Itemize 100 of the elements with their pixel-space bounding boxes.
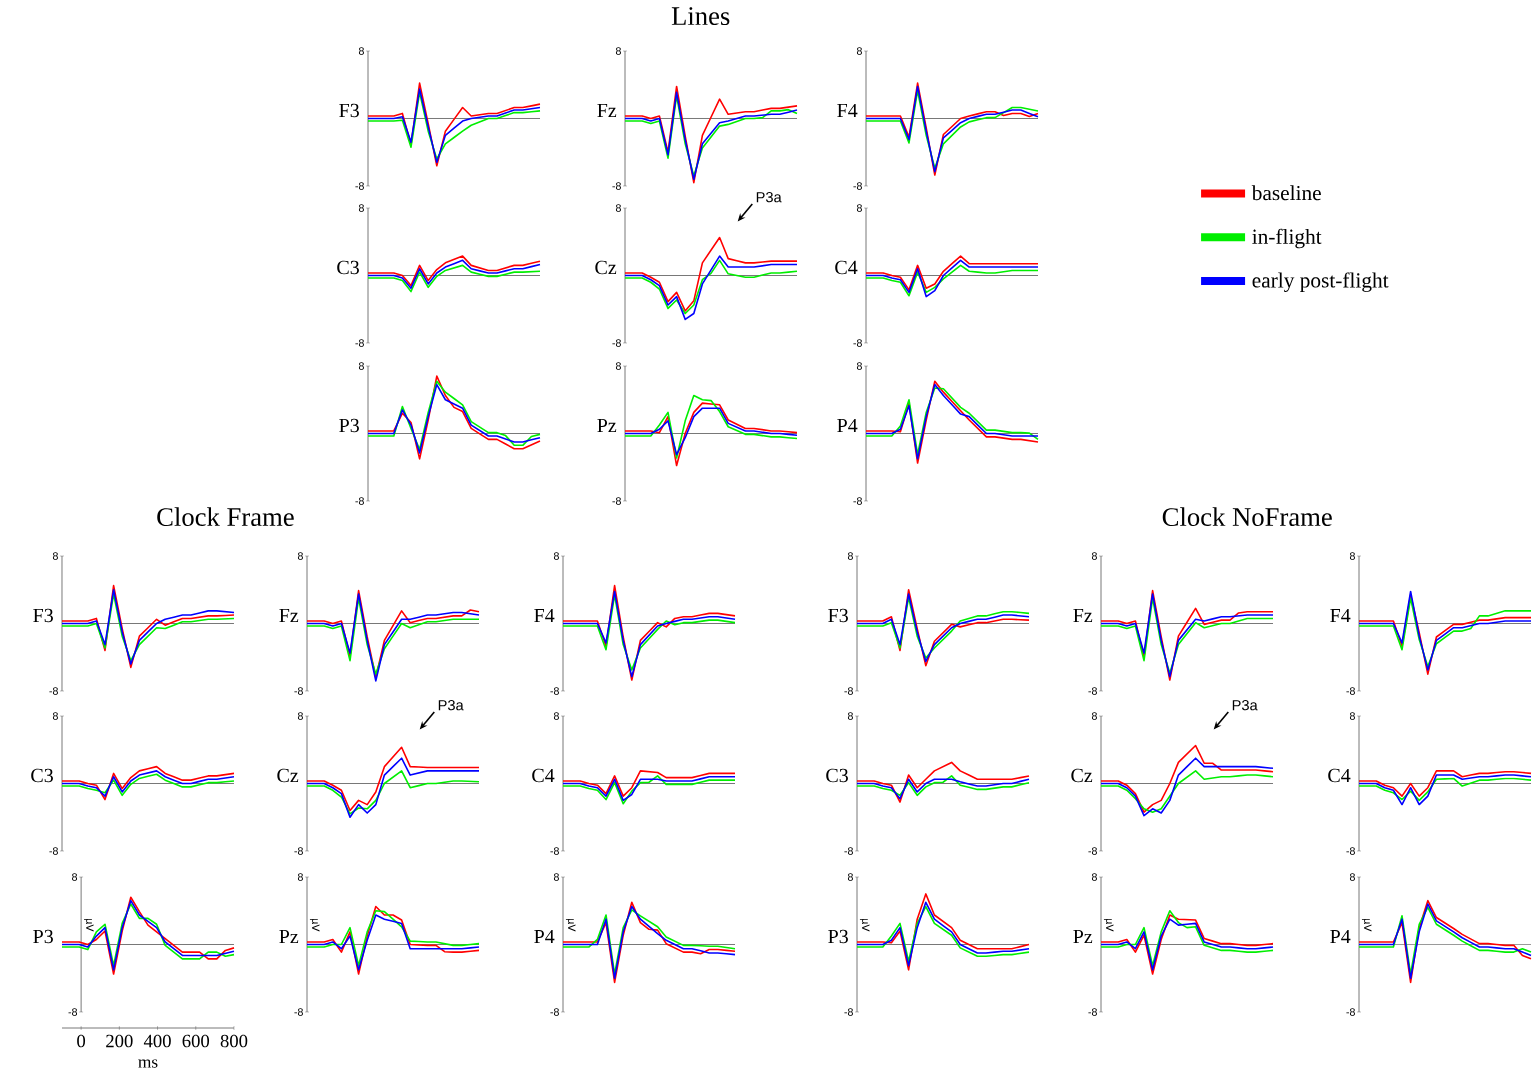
y-tick-label: -8 (844, 847, 853, 855)
y-tick-label: -8 (853, 497, 862, 505)
x-tick-label: 800 (220, 1034, 248, 1048)
legend-label: baseline (1251, 185, 1321, 201)
y-tick-label: 8 (847, 873, 853, 881)
y-tick-label: 8 (847, 552, 853, 560)
y-tick-label: 8 (1091, 552, 1097, 560)
text: Cz (1071, 768, 1093, 783)
text: C3 (337, 260, 359, 275)
y-tick-label: 8 (297, 552, 303, 560)
y-tick-label: -8 (844, 1008, 853, 1016)
y-tick-label: 8 (1349, 712, 1355, 720)
y-tick-label: -8 (1346, 687, 1355, 695)
text: F3 (828, 608, 848, 623)
y-tick-label: -8 (355, 182, 364, 190)
y-axis-title: µV (1361, 918, 1372, 932)
y-tick-label: 8 (358, 204, 364, 212)
text: Pz (279, 929, 299, 944)
y-tick-label: -8 (1088, 687, 1097, 695)
y-axis-title: µV (565, 918, 576, 932)
y-tick-label: 8 (297, 873, 303, 881)
y-tick-label: -8 (355, 497, 364, 505)
text: P3a (1232, 699, 1258, 711)
y-tick-label: 8 (72, 873, 78, 881)
text: C3 (826, 768, 848, 783)
y-tick-label: -8 (294, 687, 303, 695)
y-tick-label: -8 (612, 497, 621, 505)
text: P3 (33, 929, 53, 944)
text: P3 (339, 418, 359, 433)
text: F4 (534, 608, 555, 623)
y-tick-label: -8 (355, 339, 364, 347)
text: C4 (1328, 768, 1351, 783)
y-tick-label: 8 (1091, 873, 1097, 881)
text: Cz (595, 260, 617, 275)
x-tick-label: 200 (106, 1034, 133, 1048)
y-tick-label: 8 (297, 712, 303, 720)
x-tick-label: 600 (182, 1034, 210, 1048)
y-tick-label: 8 (553, 712, 559, 720)
text: C4 (532, 768, 555, 783)
y-tick-label: -8 (1088, 1008, 1097, 1016)
y-tick-label: -8 (294, 1008, 303, 1016)
y-tick-label: 8 (1091, 712, 1097, 720)
legend-label: in-flight (1252, 228, 1322, 249)
text: P4 (1330, 929, 1351, 944)
text: F3 (339, 103, 359, 118)
y-tick-label: 8 (847, 712, 853, 720)
y-tick-label: -8 (1346, 847, 1355, 855)
y-tick-label: 8 (553, 552, 559, 560)
y-tick-label: 8 (52, 712, 58, 720)
y-tick-label: -8 (294, 847, 303, 855)
legend-label: early post-flight (1252, 272, 1389, 292)
y-tick-label: 8 (856, 204, 862, 212)
y-tick-label: -8 (49, 687, 58, 695)
y-tick-label: 8 (553, 873, 559, 881)
text: Fz (597, 103, 617, 118)
y-tick-label: -8 (853, 182, 862, 190)
text: Pz (1073, 929, 1093, 944)
y-tick-label: -8 (550, 847, 559, 855)
y-tick-label: -8 (550, 687, 559, 695)
y-tick-label: 8 (615, 362, 621, 370)
y-axis-title: µV (309, 918, 320, 932)
y-tick-label: 8 (52, 552, 58, 560)
text: F4 (1330, 608, 1351, 623)
y-tick-label: -8 (1346, 1008, 1355, 1016)
y-tick-label: -8 (49, 847, 58, 855)
text: Pz (597, 418, 617, 433)
y-tick-label: 8 (1349, 873, 1355, 881)
y-tick-label: -8 (68, 1008, 78, 1016)
y-tick-label: 8 (856, 362, 862, 370)
text: F3 (33, 608, 53, 623)
y-axis-title: µV (84, 918, 94, 932)
y-axis-title: µV (1103, 918, 1114, 932)
y-tick-label: -8 (844, 687, 853, 695)
y-axis-title: µV (859, 918, 870, 932)
x-tick-label: 0 (77, 1034, 86, 1048)
y-tick-label: 8 (1349, 552, 1355, 560)
x-tick-label: 400 (143, 1034, 171, 1048)
x-axis-title: ms (138, 1059, 158, 1068)
y-tick-label: 8 (615, 204, 621, 212)
y-tick-label: -8 (612, 182, 621, 190)
text: Lines (671, 7, 730, 26)
text: P4 (534, 929, 555, 944)
text: C4 (835, 260, 858, 275)
y-tick-label: -8 (1088, 847, 1097, 855)
text: Fz (1073, 608, 1093, 623)
text: Cz (277, 768, 299, 783)
y-tick-label: 8 (856, 47, 862, 55)
text: P3a (756, 191, 782, 203)
y-tick-label: -8 (612, 339, 621, 347)
text: P4 (837, 418, 858, 433)
text: Clock Frame (157, 507, 294, 527)
y-tick-label: 8 (358, 362, 364, 370)
text: Clock NoFrame (1162, 507, 1332, 527)
text: Fz (279, 608, 299, 623)
y-tick-label: 8 (358, 47, 364, 55)
text: C3 (31, 768, 53, 783)
y-tick-label: 8 (615, 47, 621, 55)
text: P3 (828, 929, 848, 944)
y-tick-label: -8 (550, 1008, 559, 1016)
text: P3a (438, 699, 464, 711)
